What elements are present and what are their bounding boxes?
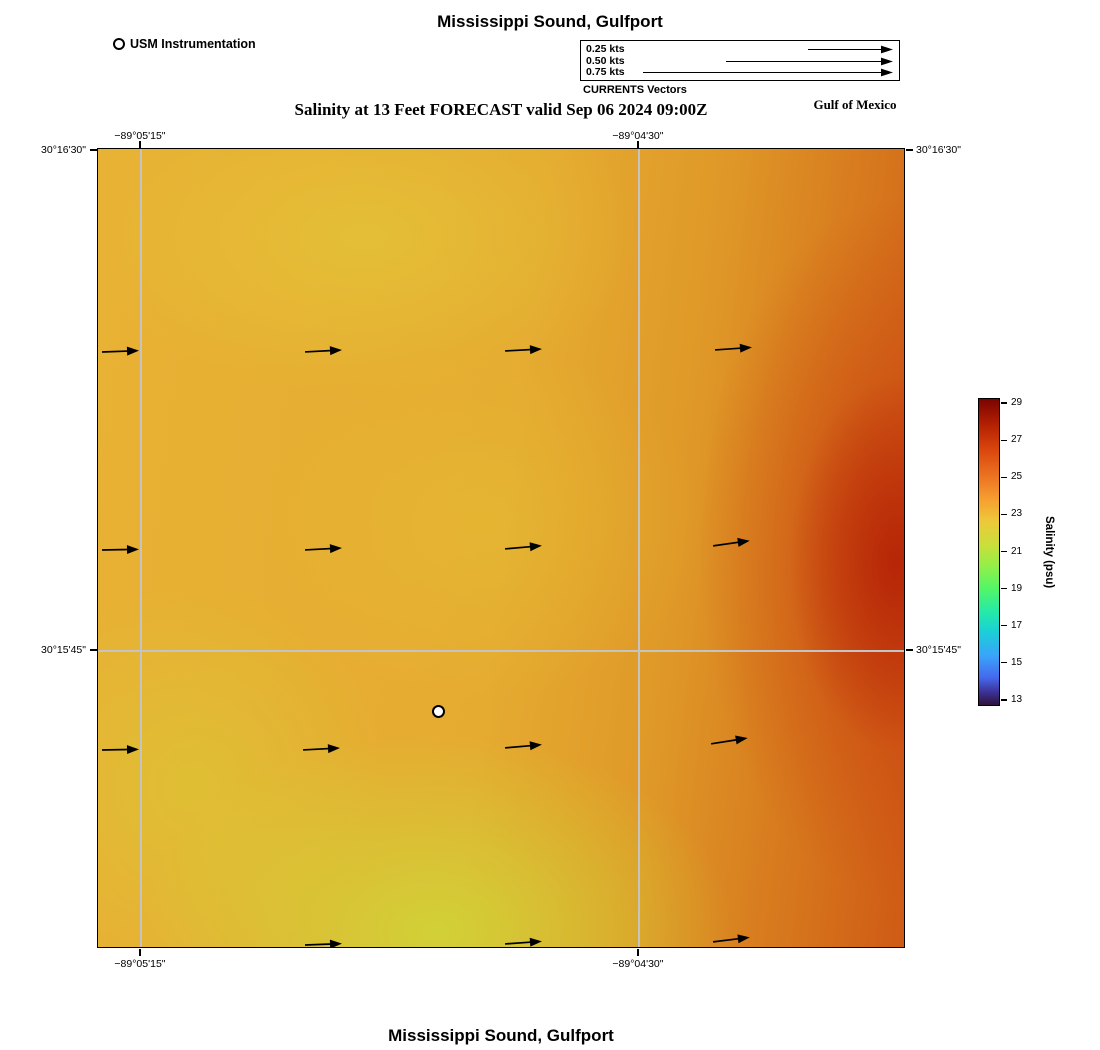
current-vector-arrow	[101, 542, 140, 555]
page-title: Mississippi Sound, Gulfport	[437, 12, 663, 31]
legend-arrow-icon	[726, 57, 893, 65]
current-vector-arrow	[304, 937, 343, 947]
axis-tick	[1001, 402, 1007, 404]
legend-arrow-icon	[643, 68, 893, 77]
current-vector-arrow	[304, 541, 343, 555]
currents-speed-label: 0.25 kts	[586, 43, 625, 55]
usm-station-marker	[431, 704, 445, 718]
x-axis-tick-label: −89°05'15"	[114, 130, 166, 142]
colorbar-tick-label: 29	[1011, 397, 1023, 408]
y-axis-tick-label: 30°15'45"	[41, 644, 86, 656]
axis-tick	[1001, 662, 1007, 664]
colorbar-tick-label: 21	[1011, 545, 1023, 557]
colorbar-tick-label: 13	[1011, 694, 1023, 705]
currents-legend-title: CURRENTS Vectors	[583, 84, 687, 96]
x-axis-tick-label: −89°04'30"	[612, 130, 664, 142]
colorbar-tick-label: 19	[1011, 582, 1023, 594]
current-vector-arrow	[504, 934, 543, 947]
current-vector-arrow	[101, 742, 140, 755]
current-vector-arrow	[302, 741, 341, 755]
current-vector-arrow	[304, 343, 343, 357]
usm-instrumentation-legend: USM Instrumentation	[113, 37, 256, 51]
axis-tick	[637, 949, 639, 956]
axis-tick	[1001, 476, 1007, 478]
y-axis-tick-label: 30°15'45"	[916, 644, 961, 656]
colorbar-tick-label: 17	[1011, 619, 1023, 631]
x-axis-tick-label: −89°05'15"	[114, 958, 166, 970]
current-vector-arrow	[504, 738, 543, 753]
latitude-gridline	[98, 650, 904, 652]
colorbar-tick-label: 23	[1011, 508, 1023, 520]
current-vector-arrow	[713, 340, 752, 355]
y-axis-tick-label: 30°16'30"	[916, 144, 961, 156]
currents-speed-label: 0.75 kts	[586, 66, 625, 78]
colorbar-tick-label: 15	[1011, 656, 1023, 668]
colorbar-tick-label: 27	[1011, 434, 1023, 446]
legend-arrow-icon	[808, 45, 893, 54]
currents-legend-item: 0.50 kts	[585, 54, 895, 67]
current-vector-arrow	[504, 342, 543, 356]
current-vector-arrow	[711, 534, 750, 551]
salinity-heatmap	[98, 149, 904, 947]
colorbar	[978, 398, 1000, 706]
current-vector-arrow	[101, 344, 140, 357]
currents-legend-box: 0.25 kts 0.50 kts 0.75 kts	[580, 40, 900, 81]
axis-tick	[139, 949, 141, 956]
bottom-map-title: Mississippi Sound, Gulfport	[388, 1026, 614, 1045]
current-vector-arrow	[504, 539, 543, 554]
axis-tick	[139, 141, 141, 148]
axis-tick	[1001, 550, 1007, 553]
currents-legend-item: 0.25 kts	[585, 44, 895, 55]
x-axis-tick-label: −89°04'30"	[612, 958, 664, 970]
longitude-gridline	[140, 149, 142, 947]
current-vector-arrow	[710, 731, 749, 749]
axis-tick	[1001, 513, 1007, 515]
usm-instrumentation-label: USM Instrumentation	[130, 37, 256, 51]
axis-tick	[1001, 439, 1007, 441]
y-axis-tick-label: 30°16'30"	[41, 144, 86, 156]
gulf-of-mexico-label: Gulf of Mexico	[813, 97, 897, 112]
axis-tick	[637, 141, 639, 148]
colorbar-tick-label: 25	[1011, 471, 1023, 483]
axis-tick	[906, 649, 913, 651]
forecast-subtitle: Salinity at 13 Feet FORECAST valid Sep 0…	[294, 100, 708, 119]
current-vector-arrow	[711, 930, 750, 947]
axis-tick	[1001, 699, 1007, 701]
axis-tick	[90, 149, 97, 151]
axis-tick	[1001, 625, 1007, 627]
colorbar-label: Salinity (psu)	[1043, 515, 1055, 589]
axis-tick	[90, 649, 97, 651]
longitude-gridline	[638, 149, 640, 947]
currents-legend-item: 0.75 kts	[585, 67, 895, 78]
axis-tick	[1001, 588, 1007, 590]
axis-tick	[906, 149, 913, 151]
currents-speed-label: 0.50 kts	[586, 54, 625, 67]
salinity-map	[97, 148, 905, 948]
station-marker-icon	[113, 38, 125, 50]
